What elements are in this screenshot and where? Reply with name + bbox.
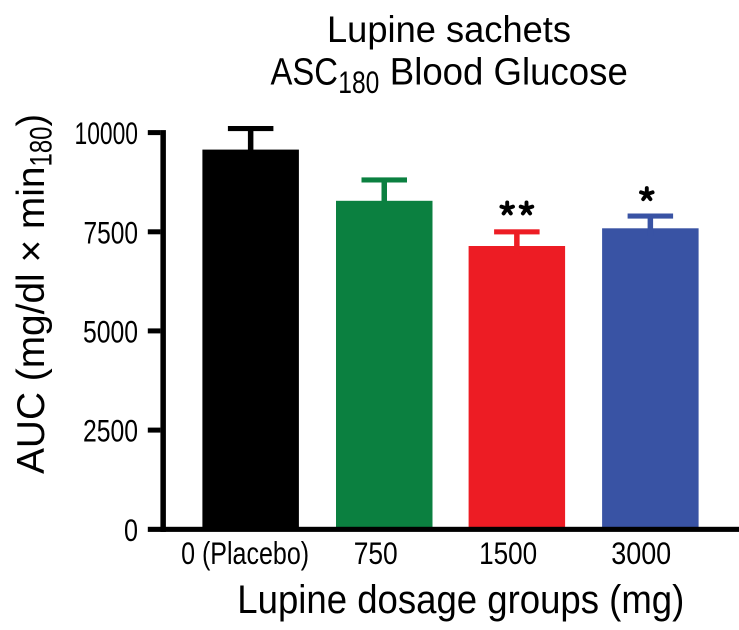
svg-text:Lupine dosage groups (mg): Lupine dosage groups (mg): [237, 578, 684, 622]
svg-text:ASC: ASC: [271, 51, 339, 93]
svg-text:180: 180: [22, 127, 58, 167]
svg-text:Lupine sachets: Lupine sachets: [327, 9, 571, 50]
svg-text:7500: 7500: [84, 214, 139, 250]
svg-text:10000: 10000: [75, 115, 139, 151]
svg-text:0: 0: [124, 512, 138, 548]
svg-text:2500: 2500: [83, 413, 138, 449]
svg-text:0 (Placebo): 0 (Placebo): [181, 535, 309, 571]
svg-text:1500: 1500: [479, 535, 537, 571]
svg-text:750: 750: [354, 535, 398, 571]
svg-text:Blood Glucose: Blood Glucose: [390, 51, 628, 93]
svg-text:5000: 5000: [83, 313, 138, 349]
svg-text:3000: 3000: [611, 535, 671, 571]
svg-text:): ): [10, 114, 53, 127]
svg-text:180: 180: [338, 64, 379, 100]
svg-text:AUC (mg/dl × min: AUC (mg/dl × min: [10, 167, 53, 475]
